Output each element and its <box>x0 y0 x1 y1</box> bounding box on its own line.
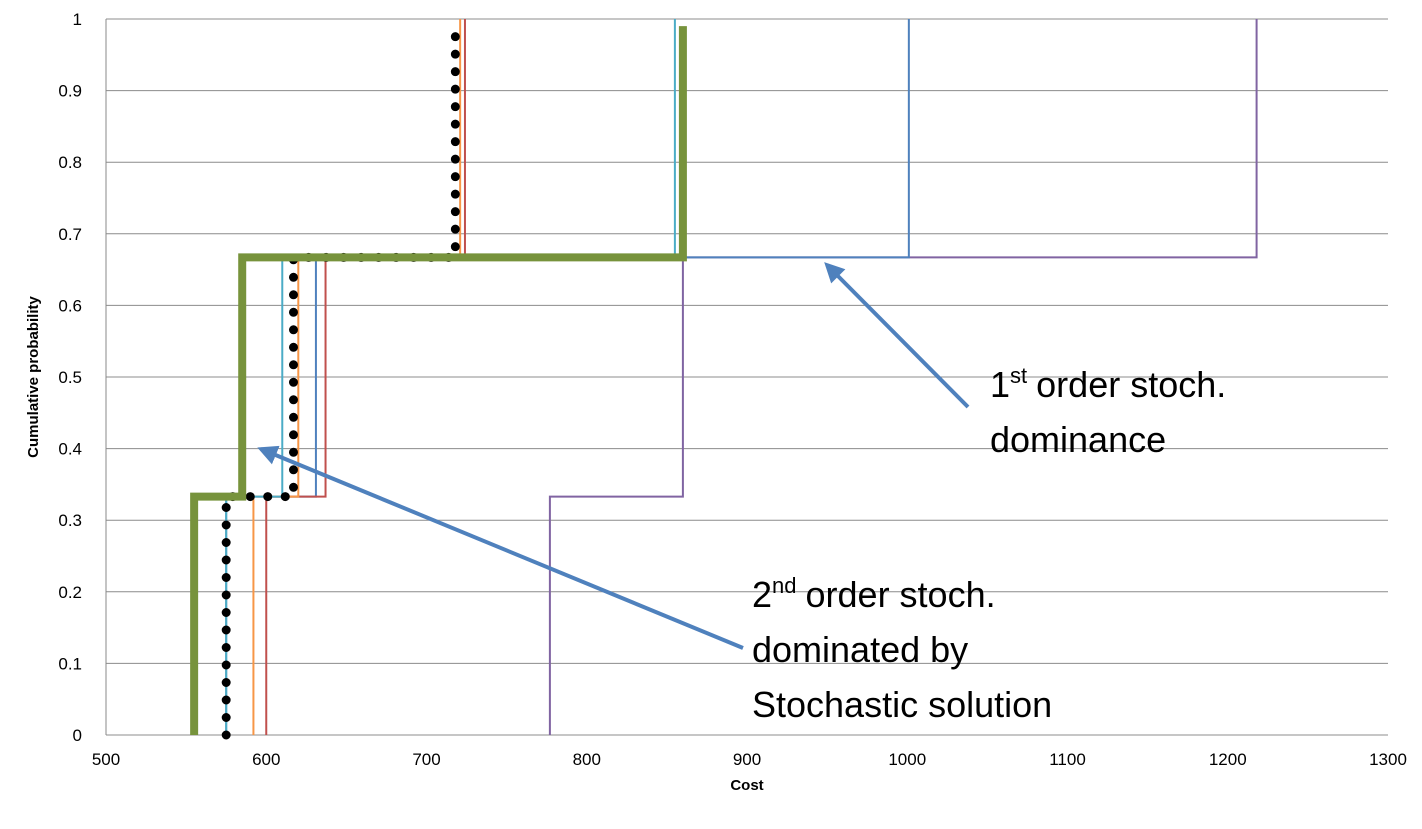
series-line <box>226 33 455 735</box>
y-tick-label: 1 <box>73 10 82 29</box>
x-tick-label: 900 <box>733 750 761 769</box>
x-tick-label: 1300 <box>1369 750 1407 769</box>
x-tick-label: 1100 <box>1049 750 1086 769</box>
annotation: 1st order stoch. <box>990 363 1226 405</box>
y-tick-label: 0.1 <box>58 654 82 673</box>
y-axis-label: Cumulative probability <box>25 296 42 458</box>
annotation: 2nd order stoch. <box>752 573 996 615</box>
x-tick-label: 600 <box>252 750 280 769</box>
x-axis-label: Cost <box>730 777 763 794</box>
annotation: Stochastic solution <box>752 684 1052 725</box>
annotations: 1st order stoch. dominance 2nd order stoch. d… <box>752 363 1226 725</box>
x-tick-label: 800 <box>573 750 601 769</box>
arrow <box>827 265 968 407</box>
annotation: dominance <box>990 419 1166 460</box>
x-tick-label: 1200 <box>1209 750 1247 769</box>
x-tick-label: 700 <box>412 750 440 769</box>
annotation-suffix: nd <box>772 573 796 598</box>
annotation-suffix: st <box>1010 363 1027 388</box>
x-tick-label: 1000 <box>888 750 926 769</box>
annotation: dominated by <box>752 629 968 670</box>
y-tick-label: 0.9 <box>58 82 82 101</box>
annotation-number: 2 <box>752 574 772 615</box>
annotation-text: order stoch. <box>1036 364 1226 405</box>
y-tick-label: 0.6 <box>58 296 82 315</box>
x-tick-label: 500 <box>92 750 120 769</box>
y-tick-label: 0.3 <box>58 511 82 530</box>
annotation-text: order stoch. <box>806 574 996 615</box>
y-tick-label: 0 <box>73 726 82 745</box>
annotation-number: 1 <box>990 364 1010 405</box>
series-line <box>194 26 683 735</box>
y-tick-label: 0.4 <box>58 440 82 459</box>
arrow <box>261 449 743 648</box>
y-tick-label: 0.2 <box>58 583 82 602</box>
y-tick-label: 0.7 <box>58 225 82 244</box>
y-tick-label: 0.5 <box>58 368 82 387</box>
chart: 0 0.1 0.2 0.3 0.4 0.5 0.6 0.7 0.8 0.9 1 500 600 700 80… <box>0 0 1422 829</box>
y-tick-label: 0.8 <box>58 153 82 172</box>
